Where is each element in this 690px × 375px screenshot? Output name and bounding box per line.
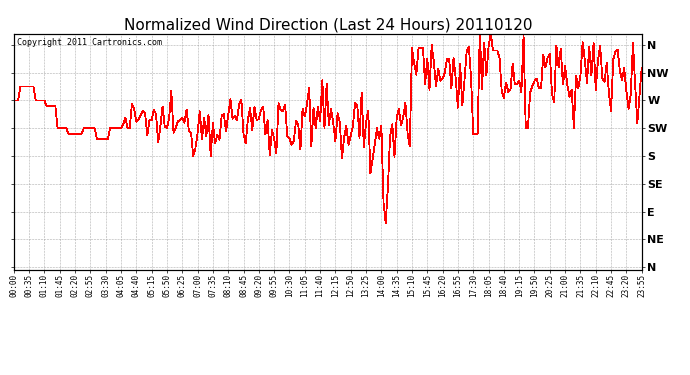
Title: Normalized Wind Direction (Last 24 Hours) 20110120: Normalized Wind Direction (Last 24 Hours… (124, 18, 532, 33)
Text: Copyright 2011 Cartronics.com: Copyright 2011 Cartronics.com (17, 39, 162, 48)
